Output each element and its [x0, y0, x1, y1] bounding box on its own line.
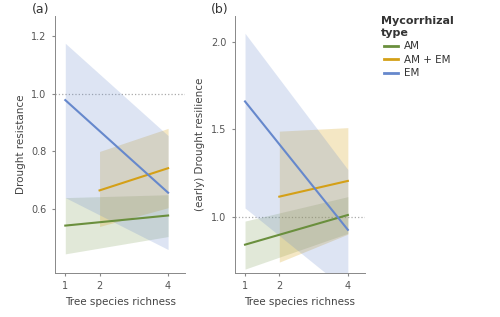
Legend: AM, AM + EM, EM: AM, AM + EM, EM	[380, 16, 454, 79]
Y-axis label: (early) Drought resilience: (early) Drought resilience	[196, 78, 205, 211]
Text: (a): (a)	[32, 3, 49, 16]
Text: (b): (b)	[212, 3, 229, 16]
X-axis label: Tree species richness: Tree species richness	[64, 296, 176, 307]
X-axis label: Tree species richness: Tree species richness	[244, 296, 356, 307]
Y-axis label: Drought resistance: Drought resistance	[16, 94, 26, 194]
